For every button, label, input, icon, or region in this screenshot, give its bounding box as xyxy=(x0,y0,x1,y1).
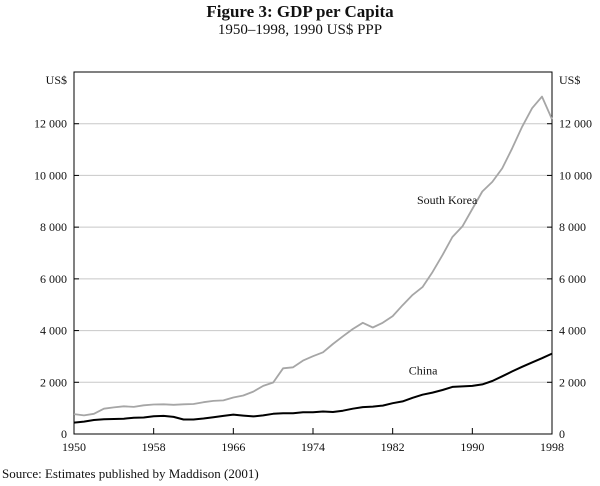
y-tick-label-left: 8 000 xyxy=(40,220,67,234)
x-tick-label: 1998 xyxy=(540,440,564,454)
annotations: South Korea China xyxy=(409,193,478,378)
y-tick-label-right: 12 000 xyxy=(559,117,592,131)
x-tick-label: 1958 xyxy=(142,440,166,454)
series-line-china xyxy=(73,352,553,424)
y-axis-unit-right: US$ xyxy=(559,73,580,87)
tick-labels: 0 0 2 000 2 000 4 000 4 000 6 000 6 000 8 000 8 0… xyxy=(34,73,592,454)
series-lines xyxy=(73,95,553,424)
x-tick-label: 1950 xyxy=(62,440,86,454)
y-tick-label-left: 2 000 xyxy=(40,375,67,389)
gridlines xyxy=(74,123,552,383)
y-tick-label-right: 10 000 xyxy=(559,168,592,182)
x-tick-label: 1990 xyxy=(460,440,484,454)
chart-title: Figure 3: GDP per Capita xyxy=(206,2,394,21)
source-note: Source: Estimates published by Maddison … xyxy=(2,466,259,481)
axis-ticks xyxy=(73,123,553,435)
chart-subtitle: 1950–1998, 1990 US$ PPP xyxy=(217,22,383,38)
y-tick-label-right: 8 000 xyxy=(559,220,586,234)
y-tick-label-right: 2 000 xyxy=(559,375,586,389)
plot-frame xyxy=(73,71,553,435)
y-tick-label-left: 10 000 xyxy=(34,168,67,182)
series-line-south-korea xyxy=(73,95,553,417)
y-tick-label-right: 4 000 xyxy=(559,324,586,338)
y-tick-label-right: 0 xyxy=(559,427,565,441)
y-tick-label-right: 6 000 xyxy=(559,272,586,286)
y-axis-unit-left: US$ xyxy=(46,73,67,87)
y-tick-label-left: 12 000 xyxy=(34,117,67,131)
x-tick-label: 1966 xyxy=(221,440,245,454)
series-label-south-korea: South Korea xyxy=(417,193,478,207)
x-tick-label: 1982 xyxy=(381,440,405,454)
y-tick-label-left: 6 000 xyxy=(40,272,67,286)
y-tick-label-left: 0 xyxy=(61,427,67,441)
x-tick-label: 1974 xyxy=(301,440,325,454)
series-label-china: China xyxy=(409,364,438,378)
y-tick-label-left: 4 000 xyxy=(40,324,67,338)
